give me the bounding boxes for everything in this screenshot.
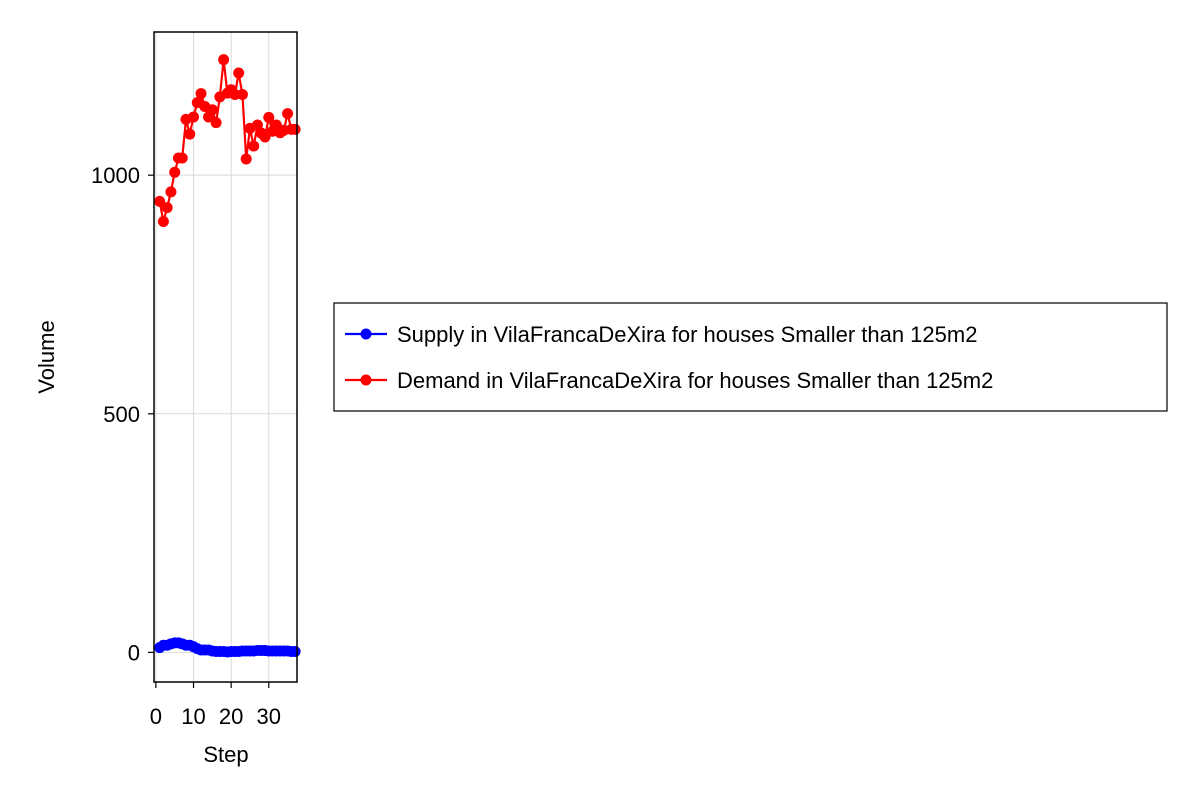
- x-tick-label: 20: [219, 704, 243, 729]
- data-point: [233, 67, 245, 79]
- data-point: [161, 202, 173, 214]
- legend-box: [333, 302, 1168, 412]
- legend-label: Demand in VilaFrancaDeXira for houses Sm…: [397, 368, 993, 393]
- series-demand: [154, 54, 301, 227]
- series-line: [158, 59, 296, 222]
- legend: Supply in VilaFrancaDeXira for houses Sm…: [333, 302, 1168, 412]
- data-point: [248, 140, 260, 152]
- data-point: [240, 153, 252, 165]
- data-point: [188, 111, 200, 123]
- x-tick-label: 10: [181, 704, 205, 729]
- data-point: [169, 166, 181, 178]
- data-point: [289, 123, 301, 135]
- x-tick-label: 0: [150, 704, 162, 729]
- y-tick-label: 0: [128, 640, 140, 665]
- data-point: [157, 215, 169, 227]
- data-point: [184, 128, 196, 140]
- y-tick-label: 1000: [91, 163, 140, 188]
- y-axis-label: Volume: [34, 320, 59, 393]
- data-point: [218, 54, 230, 66]
- data-point: [236, 89, 248, 101]
- data-point: [154, 195, 166, 207]
- data-point: [263, 111, 275, 123]
- data-point: [210, 117, 222, 129]
- x-axis-label: Step: [203, 742, 248, 767]
- data-point: [195, 88, 207, 100]
- x-tick-label: 30: [257, 704, 281, 729]
- legend-marker: [360, 328, 372, 340]
- legend-entry: Supply in VilaFrancaDeXira for houses Sm…: [345, 322, 977, 347]
- data-point: [229, 89, 241, 101]
- legend-label: Supply in VilaFrancaDeXira for houses Sm…: [397, 322, 977, 347]
- data-point: [289, 645, 301, 657]
- data-point: [282, 108, 294, 120]
- plot-frame: [153, 31, 298, 683]
- data-point: [206, 104, 218, 116]
- legend-entry: Demand in VilaFrancaDeXira for houses Sm…: [345, 368, 993, 393]
- legend-marker: [360, 374, 372, 386]
- y-tick-label: 500: [103, 402, 140, 427]
- data-point: [165, 186, 177, 198]
- data-point: [176, 152, 188, 164]
- series-supply: [154, 637, 301, 658]
- x-axis-ticks: 0 10 20 30: [150, 682, 281, 729]
- y-axis-ticks: 0 500 1000: [91, 163, 154, 665]
- series-layer: [154, 54, 301, 658]
- data-point: [259, 131, 271, 143]
